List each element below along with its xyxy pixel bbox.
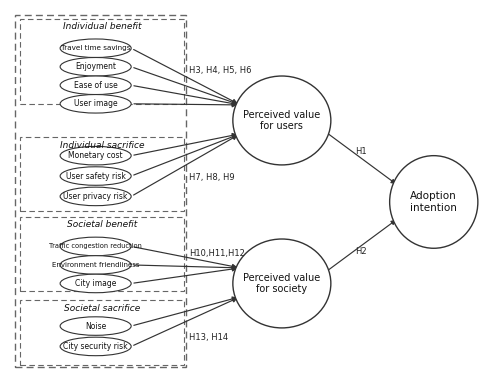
Text: Societal benefit: Societal benefit: [66, 220, 137, 229]
Text: H2: H2: [356, 248, 367, 257]
Ellipse shape: [233, 239, 331, 328]
Text: Environment friendliness: Environment friendliness: [52, 262, 140, 268]
Text: Individual sacrifice: Individual sacrifice: [60, 141, 144, 150]
Text: Individual benefit: Individual benefit: [62, 22, 141, 31]
Text: Noise: Noise: [85, 322, 106, 331]
Text: H13, H14: H13, H14: [189, 333, 228, 342]
Ellipse shape: [60, 317, 131, 335]
Ellipse shape: [60, 256, 131, 274]
Text: H3, H4, H5, H6: H3, H4, H5, H6: [189, 66, 252, 75]
Text: Traffic congestion reduction: Traffic congestion reduction: [49, 243, 142, 249]
Text: Perceived value
for users: Perceived value for users: [243, 110, 320, 131]
Ellipse shape: [60, 167, 131, 185]
Text: H1: H1: [356, 147, 367, 156]
Text: User safety risk: User safety risk: [66, 172, 126, 181]
Ellipse shape: [60, 57, 131, 76]
Text: Adoption
intention: Adoption intention: [410, 191, 457, 213]
Ellipse shape: [60, 274, 131, 293]
Text: Societal sacrifice: Societal sacrifice: [64, 304, 140, 313]
Ellipse shape: [60, 337, 131, 356]
Text: City security risk: City security risk: [64, 342, 128, 351]
Text: City image: City image: [75, 279, 116, 288]
Text: Ease of use: Ease of use: [74, 81, 118, 90]
Ellipse shape: [233, 76, 331, 165]
Ellipse shape: [390, 156, 478, 248]
Text: Travel time savings: Travel time savings: [61, 45, 130, 51]
Text: Monetary cost: Monetary cost: [68, 151, 123, 160]
Ellipse shape: [60, 94, 131, 113]
Ellipse shape: [60, 39, 131, 57]
Text: User image: User image: [74, 99, 118, 108]
Ellipse shape: [60, 146, 131, 165]
Text: User privacy risk: User privacy risk: [64, 192, 128, 201]
Ellipse shape: [60, 237, 131, 256]
Text: Enjoyment: Enjoyment: [75, 62, 116, 71]
Text: Perceived value
for society: Perceived value for society: [243, 273, 320, 294]
Text: H7, H8, H9: H7, H8, H9: [189, 174, 234, 183]
Text: H10,H11,H12: H10,H11,H12: [189, 249, 244, 258]
Ellipse shape: [60, 187, 131, 206]
Ellipse shape: [60, 76, 131, 94]
